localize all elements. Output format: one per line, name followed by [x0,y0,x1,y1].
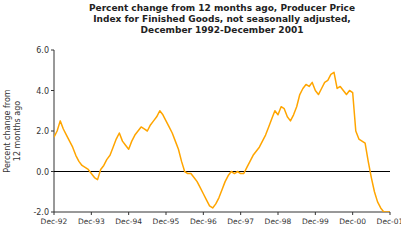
x-tick-label: Dec-99 [302,217,329,226]
x-axis [54,212,390,213]
y-tick-label: 6.0 [36,46,49,55]
y-tick-label: 0.0 [36,168,49,177]
data-line [54,72,390,212]
y-tick-label: 4.0 [36,87,49,96]
title-line: Index for Finished Goods, not seasonally… [93,14,351,24]
y-axis-label: Percent change from12 months ago [3,89,22,172]
x-tick-label: Dec-95 [153,217,180,226]
y-axis-label-line: Percent change from [3,89,12,172]
x-tick-label: Dec-94 [115,217,142,226]
y-axis-label-line: 12 months ago [13,101,22,161]
title-line: December 1992-December 2001 [141,25,304,35]
plot-area [54,72,390,212]
x-tick-label: Dec-93 [78,217,105,226]
title: Percent change from 12 months ago, Produ… [89,3,355,35]
page: {"chart_data": {"type": "line", "title":… [0,0,401,238]
y-tick-label: -2.0 [33,208,49,217]
x-tick-label: Dec-97 [227,217,254,226]
x-tick-label: Dec-01 [377,217,401,226]
chart: Percent change from 12 months ago, Produ… [0,0,401,238]
title-line: Percent change from 12 months ago, Produ… [89,3,355,13]
x-tick-label: Dec-92 [41,217,68,226]
x-tick-label: Dec-00 [339,217,366,226]
y-axis [54,50,55,212]
x-tick-label: Dec-96 [190,217,217,226]
zero-line [54,171,390,172]
x-tick-label: Dec-98 [265,217,292,226]
y-tick-label: 2.0 [36,127,49,136]
